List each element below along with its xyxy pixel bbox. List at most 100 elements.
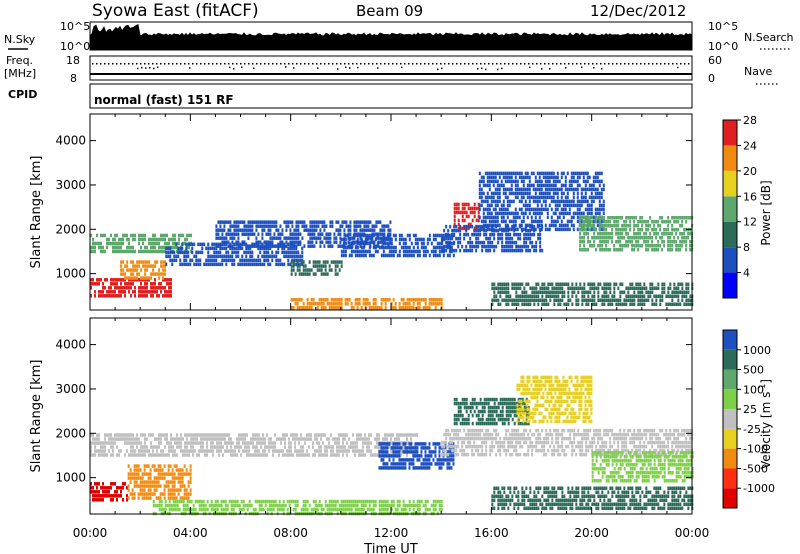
range-gate-cell — [133, 468, 136, 472]
range-gate-cell — [237, 228, 240, 232]
range-gate-cell — [277, 232, 280, 236]
range-gate-cell — [202, 449, 204, 453]
range-gate-cell — [479, 224, 482, 229]
range-gate-cell — [146, 445, 148, 449]
range-gate-cell — [197, 242, 200, 247]
range-gate-cell — [619, 215, 622, 220]
range-gate-cell — [528, 203, 531, 208]
range-gate-cell — [92, 249, 94, 254]
freq-dot — [540, 63, 542, 65]
range-gate-cell — [326, 260, 329, 264]
range-gate-cell — [635, 282, 638, 287]
range-gate-cell — [168, 237, 170, 242]
range-gate-cell — [530, 215, 533, 220]
range-gate-cell — [513, 302, 516, 307]
range-gate-cell — [346, 245, 349, 250]
range-gate-cell — [547, 302, 550, 307]
range-gate-cell — [150, 441, 152, 445]
range-gate-cell — [689, 239, 692, 244]
range-gate-cell — [613, 247, 616, 252]
range-gate-cell — [524, 227, 527, 232]
range-gate-cell — [168, 441, 170, 445]
range-gate-cell — [132, 260, 135, 264]
range-gate-cell — [545, 294, 548, 299]
range-gate-cell — [342, 445, 344, 449]
range-gate-cell — [152, 249, 154, 254]
range-gate-cell — [172, 453, 174, 457]
range-gate-cell — [293, 244, 296, 248]
range-gate-cell — [369, 220, 372, 224]
range-gate-cell — [496, 223, 499, 228]
range-gate-cell — [510, 179, 513, 184]
freq-dot — [400, 63, 402, 65]
range-gate-cell — [492, 227, 495, 232]
range-gate-cell — [376, 453, 378, 457]
range-gate-cell — [637, 231, 640, 236]
range-gate-cell — [316, 441, 318, 445]
range-gate-cell — [488, 187, 491, 192]
range-gate-cell — [223, 246, 226, 251]
range-gate-cell — [179, 488, 182, 492]
range-gate-cell — [298, 264, 301, 268]
range-gate-cell — [459, 248, 462, 253]
range-gate-cell — [118, 278, 120, 282]
range-gate-cell — [589, 290, 592, 295]
range-gate-cell — [266, 499, 269, 504]
range-gate-cell — [289, 262, 292, 267]
range-gate-cell — [572, 195, 575, 200]
range-gate-cell — [580, 199, 583, 204]
range-gate-cell — [370, 499, 373, 504]
range-gate-cell — [106, 441, 108, 445]
range-gate-cell — [548, 195, 551, 200]
range-gate-cell — [629, 239, 632, 244]
beam-label: Beam 09 — [356, 2, 423, 20]
range-gate-cell — [175, 496, 178, 500]
range-gate-cell — [148, 290, 150, 294]
range-gate-cell — [498, 183, 501, 188]
range-gate-cell — [588, 207, 591, 212]
range-gate-cell — [268, 503, 271, 508]
range-gate-cell — [469, 224, 472, 229]
range-gate-cell — [340, 503, 343, 508]
range-gate-cell — [457, 244, 460, 249]
range-gate-cell — [534, 191, 537, 196]
range-gate-cell — [357, 224, 360, 228]
range-gate-cell — [252, 441, 254, 445]
freq-dot — [432, 63, 434, 65]
range-gate-cell — [378, 503, 381, 508]
range-gate-cell — [578, 199, 581, 204]
range-gate-cell — [324, 445, 326, 449]
range-gate-cell — [102, 445, 104, 449]
range-gate-cell — [551, 290, 554, 295]
range-gate-cell — [220, 507, 223, 512]
range-gate-cell — [555, 290, 558, 295]
range-gate-cell — [108, 494, 110, 498]
range-gate-cell — [592, 179, 595, 184]
range-gate-cell — [265, 258, 268, 263]
range-gate-cell — [294, 503, 297, 508]
range-gate-cell — [432, 298, 435, 302]
range-gate-cell — [132, 449, 134, 453]
range-gate-cell — [356, 245, 359, 250]
range-gate-cell — [446, 253, 449, 258]
freq-dot — [616, 63, 618, 65]
range-gate-cell — [467, 240, 470, 245]
range-gate-cell — [273, 220, 276, 224]
range-gate-cell — [112, 290, 114, 294]
range-gate-cell — [279, 258, 282, 263]
range-gate-cell — [130, 449, 132, 453]
range-gate-cell — [367, 224, 370, 228]
range-gate-cell — [585, 227, 588, 232]
range-gate-cell — [556, 227, 559, 232]
range-gate-cell — [649, 282, 652, 287]
scatter-region-2 — [120, 260, 167, 280]
range-gate-cell — [324, 306, 327, 310]
range-gate-cell — [653, 247, 656, 252]
range-gate-cell — [531, 232, 534, 237]
freq-dot — [552, 63, 554, 65]
range-gate-cell — [238, 445, 240, 449]
range-gate-cell — [685, 247, 688, 252]
range-gate-cell — [211, 242, 214, 247]
range-gate-cell — [313, 236, 316, 240]
range-gate-cell — [416, 245, 419, 250]
